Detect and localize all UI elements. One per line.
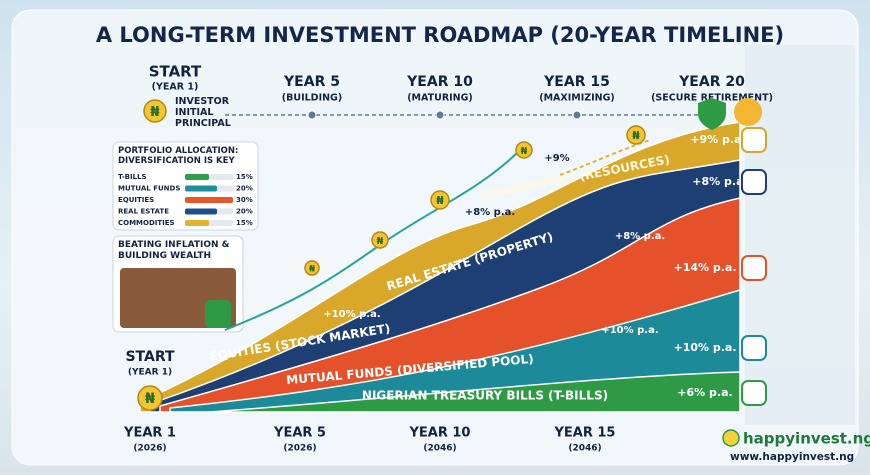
allocation-name: REAL ESTATE [118, 208, 169, 216]
axis-sub: (2046) [568, 444, 601, 454]
milestone-dot [307, 110, 317, 120]
allocation-title: PORTFOLIO ALLOCATION: DIVERSIFICATION IS… [118, 146, 239, 166]
brand-url: www.happyinvest.ng [730, 451, 854, 463]
allocation-name: EQUITIES [118, 196, 154, 204]
allocation-pct: 30% [236, 196, 253, 204]
coin [430, 190, 450, 210]
side-panel [745, 45, 855, 425]
allocation-name: COMMODITIES [118, 219, 175, 227]
allocation-bar [185, 220, 209, 226]
growth-note: +10% p.a. [323, 309, 380, 320]
coin [143, 99, 167, 123]
milestone-label: START [149, 63, 202, 81]
allocation-pct: 15% [236, 173, 253, 181]
axis-label: YEAR 1 [123, 426, 176, 441]
milestone-dot [572, 110, 582, 120]
allocation-pct: 20% [236, 185, 253, 193]
allocation-box [112, 141, 259, 231]
title: A LONG-TERM INVESTMENT ROADMAP (20-YEAR … [96, 23, 784, 47]
coin-symbol: ₦ [145, 391, 155, 407]
asset-label: NIGERIAN TREASURY BILLS (T-BILLS) [362, 389, 608, 403]
asset-icon [741, 127, 767, 153]
asset-rate: +8% p.a. [692, 175, 747, 188]
axis-label: YEAR 5 [273, 426, 326, 441]
coin [137, 385, 163, 411]
allocation-bar [185, 208, 217, 215]
coin [626, 125, 646, 145]
growth-note: +9% [544, 153, 569, 164]
growth-note: +8% p.a. [615, 231, 665, 242]
milestone-sub: (MATURING) [407, 93, 473, 104]
milestone-label: YEAR 5 [283, 74, 340, 90]
milestone-dot [435, 110, 445, 120]
asset-icon [741, 169, 767, 195]
allocation-pct: 20% [236, 208, 253, 216]
axis-sub: (2046) [423, 444, 456, 454]
coin [304, 260, 320, 276]
allocation-bar [185, 185, 217, 192]
brand-logo [722, 429, 740, 447]
start-note: INVESTOR INITIAL PRINCIPAL [175, 96, 231, 129]
asset-band [209, 371, 741, 413]
asset-icon [741, 255, 767, 281]
axis-sub: (2026) [283, 444, 316, 454]
coin-symbol: ₦ [377, 236, 384, 247]
start-label: START [125, 349, 175, 365]
coin-symbol: ₦ [150, 105, 159, 120]
milestone-sub: (YEAR 1) [152, 82, 199, 93]
allocation-name: T-BILLS [118, 173, 147, 181]
axis-label: YEAR 10 [409, 426, 471, 441]
brand-name: happyinvest.ng [743, 430, 870, 448]
shield-icon [205, 300, 231, 328]
growth-note: +8% p.a. [465, 207, 515, 218]
axis-label: YEAR 15 [554, 426, 616, 441]
asset-rate: +10% p.a. [673, 341, 736, 354]
allocation-pct: 15% [236, 219, 253, 227]
coin-symbol: ₦ [521, 146, 528, 157]
growth-note: +10% p.a. [601, 325, 658, 336]
allocation-bar [185, 197, 233, 203]
coin-symbol: ₦ [436, 194, 444, 207]
allocation-bar [185, 174, 209, 180]
coin-symbol: ₦ [309, 264, 315, 274]
milestone-label: YEAR 10 [406, 74, 473, 90]
asset-rate: +9% p.a. [690, 133, 745, 146]
milestone-sub: (MAXIMIZING) [539, 93, 615, 104]
milestone-label: YEAR 15 [543, 74, 610, 90]
coin [515, 141, 533, 159]
axis-sub: (2026) [133, 444, 166, 454]
inflation-note: BEATING INFLATION & BUILDING WEALTH [118, 240, 230, 261]
allocation-name: MUTUAL FUNDS [118, 185, 180, 193]
shield [698, 98, 726, 130]
start-sub: (YEAR 1) [128, 368, 172, 378]
avatar [734, 98, 762, 126]
milestone-label: YEAR 20 [678, 74, 745, 90]
asset-icon [741, 335, 767, 361]
milestone-sub: (BUILDING) [282, 93, 342, 104]
coin [371, 231, 389, 249]
coin-symbol: ₦ [632, 129, 640, 142]
asset-icon [741, 380, 767, 406]
asset-rate: +6% p.a. [677, 386, 732, 399]
asset-rate: +14% p.a. [673, 261, 736, 274]
